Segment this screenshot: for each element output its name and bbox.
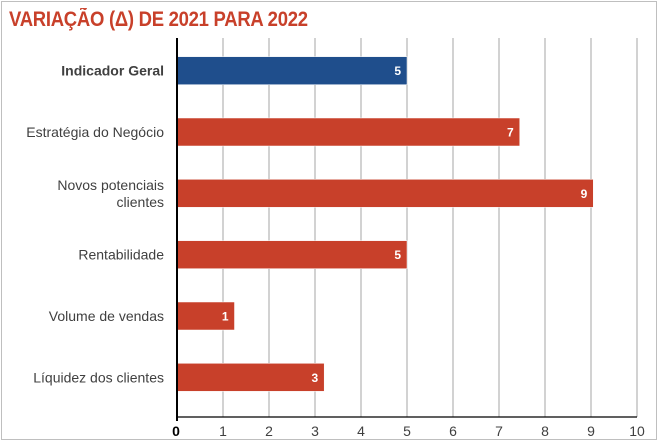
category-label: Líquidez dos clientes [33,369,164,385]
bar [176,240,408,269]
bar-value-label: 7 [507,126,514,140]
x-tick-label: 10 [629,423,645,439]
bar-value-label: 9 [581,187,588,201]
bar [176,56,408,85]
bar-value-label: 3 [312,371,319,385]
x-tick-label: 9 [587,423,595,439]
x-tick-label: 1 [219,423,227,439]
x-tick-label: 8 [541,423,549,439]
category-label: Rentabilidade [78,247,164,263]
x-tick-label: 2 [265,423,273,439]
bar-value-label: 5 [394,248,401,262]
bar [176,301,235,331]
category-label: Indicador Geral [61,63,164,79]
category-label: Estratégia do Negócio [26,124,164,140]
bar-value-label: 1 [222,310,229,324]
bar [176,363,325,392]
x-tick-label: 0 [172,423,180,439]
x-tick-label: 3 [311,423,319,439]
category-label: Volume de vendas [49,308,164,324]
bar [176,179,594,208]
bar [176,117,520,147]
category-label: Novos potenciais [57,177,164,193]
x-tick-label: 5 [403,423,411,439]
x-tick-label: 4 [357,423,365,439]
chart-title: VARIAÇÃO (Δ) DE 2021 PARA 2022 [9,8,308,31]
bar-value-label: 5 [394,64,401,78]
x-tick-label: 6 [449,423,457,439]
x-tick-label: 7 [495,423,503,439]
category-label: clientes [117,194,164,210]
